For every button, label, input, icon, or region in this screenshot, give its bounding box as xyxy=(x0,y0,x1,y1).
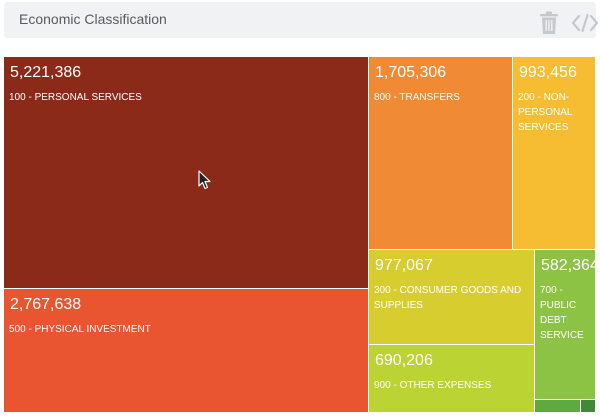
tile-label: 900 - OTHER EXPENSES xyxy=(374,380,492,391)
treemap-tile-personal-services[interactable]: 5,221,386 100 - PERSONAL SERVICES xyxy=(4,57,369,289)
tile-value: 582,364 xyxy=(541,257,596,274)
tile-value: 2,767,638 xyxy=(10,296,82,313)
treemap-tile-transfers[interactable]: 1,705,306 800 - TRANSFERS xyxy=(369,57,513,250)
tile-value: 690,206 xyxy=(375,352,433,369)
tile-label: 200 - NON-PERSONAL SERVICES xyxy=(518,92,573,133)
tile-value: 977,067 xyxy=(375,257,433,274)
treemap-chart: 5,221,386 100 - PERSONAL SERVICES 2,767,63… xyxy=(4,57,596,413)
treemap-tile-small-a[interactable] xyxy=(535,400,581,413)
mouse-pointer-icon xyxy=(198,170,211,190)
treemap-tile-small-b[interactable] xyxy=(581,400,596,413)
tile-label: 800 - TRANSFERS xyxy=(374,92,460,103)
tile-label: 300 - CONSUMER GOODS AND SUPPLIES xyxy=(374,285,522,311)
code-icon[interactable] xyxy=(571,13,599,33)
tile-value: 993,456 xyxy=(519,64,577,81)
tile-label: 500 - PHYSICAL INVESTMENT xyxy=(9,324,151,335)
tile-label: 100 - PERSONAL SERVICES xyxy=(9,92,142,103)
treemap-tile-physical-investment[interactable]: 2,767,638 500 - PHYSICAL INVESTMENT xyxy=(4,289,369,413)
treemap-tile-public-debt-service[interactable]: 582,364 700 - PUBLIC DEBT SERVICE xyxy=(535,250,596,400)
treemap-tile-other-expenses[interactable]: 690,206 900 - OTHER EXPENSES xyxy=(369,345,535,413)
panel-title: Economic Classification xyxy=(19,11,167,27)
trash-icon[interactable] xyxy=(539,11,559,35)
tile-value: 5,221,386 xyxy=(10,64,82,81)
tile-value: 1,705,306 xyxy=(375,64,447,81)
tile-label: 700 - PUBLIC DEBT SERVICE xyxy=(540,285,584,341)
treemap-tile-consumer-goods-and-supplies[interactable]: 977,067 300 - CONSUMER GOODS AND SUPPLIES xyxy=(369,250,535,345)
treemap-tile-non-personal-services[interactable]: 993,456 200 - NON-PERSONAL SERVICES xyxy=(513,57,596,250)
panel-header: Economic Classification xyxy=(4,2,599,38)
